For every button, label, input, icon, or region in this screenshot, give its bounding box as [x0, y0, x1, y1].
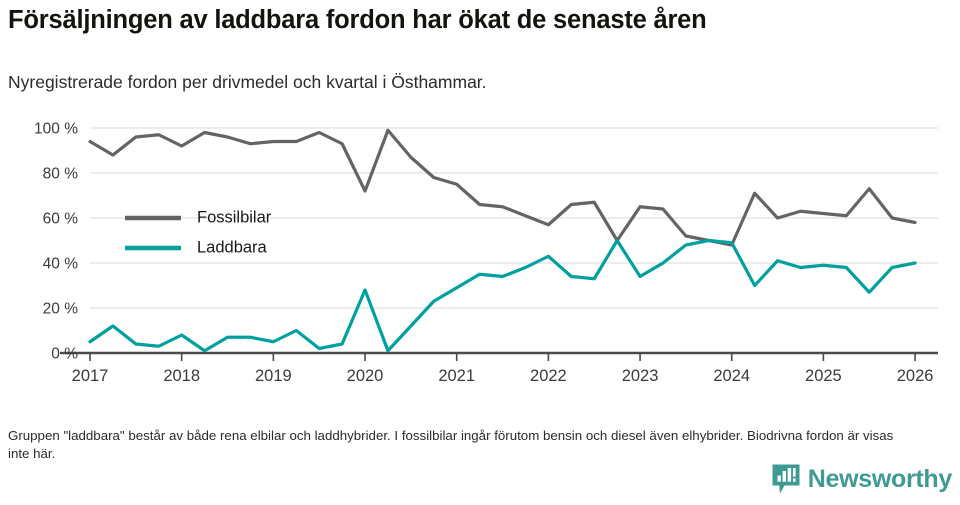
x-axis-tick-label: 2018	[163, 367, 200, 385]
x-axis-tick-label: 2023	[622, 367, 659, 385]
y-axis-tick-label: 40 %	[43, 256, 79, 273]
series-lines	[88, 128, 917, 353]
page-title: Försäljningen av laddbara fordon har öka…	[8, 6, 707, 34]
newsworthy-logo: Newsworthy	[771, 463, 952, 495]
chart-legend: Fossilbilar Laddbara	[125, 208, 272, 256]
page-subtitle: Nyregistrerade fordon per drivmedel och …	[8, 72, 487, 92]
x-axis-labels: 2017 2018 2019 2020 2021 2022 2023 2024 2025 2026	[72, 367, 934, 385]
x-axis-tick-label: 2020	[347, 367, 384, 385]
gridlines	[90, 127, 938, 309]
y-axis-labels: 0 % 20 % 40 % 60 % 80 % 100 %	[34, 121, 78, 363]
footnote-text: Gruppen "laddbara" består av både rena e…	[8, 428, 894, 462]
line-chart: 0 % 20 % 40 % 60 % 80 % 100 % 2017 2018 2019 202…	[34, 121, 938, 385]
x-axis-tick-label: 2026	[897, 367, 934, 385]
series-line-laddbara	[88, 238, 917, 353]
series-line-fossilbilar	[88, 128, 917, 247]
legend-item-laddbara: Laddbara	[125, 238, 268, 256]
legend-item-fossilbilar: Fossilbilar	[125, 208, 272, 226]
x-axis-tick-label: 2022	[530, 367, 567, 385]
y-axis-tick-label: 100 %	[34, 121, 78, 138]
brand-name: Newsworthy	[807, 464, 953, 493]
x-axis-tick-label: 2024	[713, 367, 750, 385]
chart-container: 0 % 20 % 40 % 60 % 80 % 100 % 2017 2018 2019 202…	[0, 110, 960, 400]
y-axis-tick-label: 60 %	[43, 211, 79, 228]
legend-label: Laddbara	[197, 238, 268, 256]
x-axis-tick-label: 2017	[72, 367, 109, 385]
x-axis-tick-label: 2019	[255, 367, 292, 385]
x-axis-ticks	[89, 353, 916, 361]
legend-label: Fossilbilar	[197, 208, 272, 226]
x-axis-tick-label: 2025	[805, 367, 842, 385]
y-axis-tick-label: 20 %	[43, 301, 79, 318]
x-axis-tick-label: 2021	[438, 367, 475, 385]
bar-chart-speech-bubble-icon	[772, 464, 800, 494]
y-axis-tick-label: 0 %	[51, 346, 78, 363]
y-axis-tick-label: 80 %	[43, 166, 79, 183]
